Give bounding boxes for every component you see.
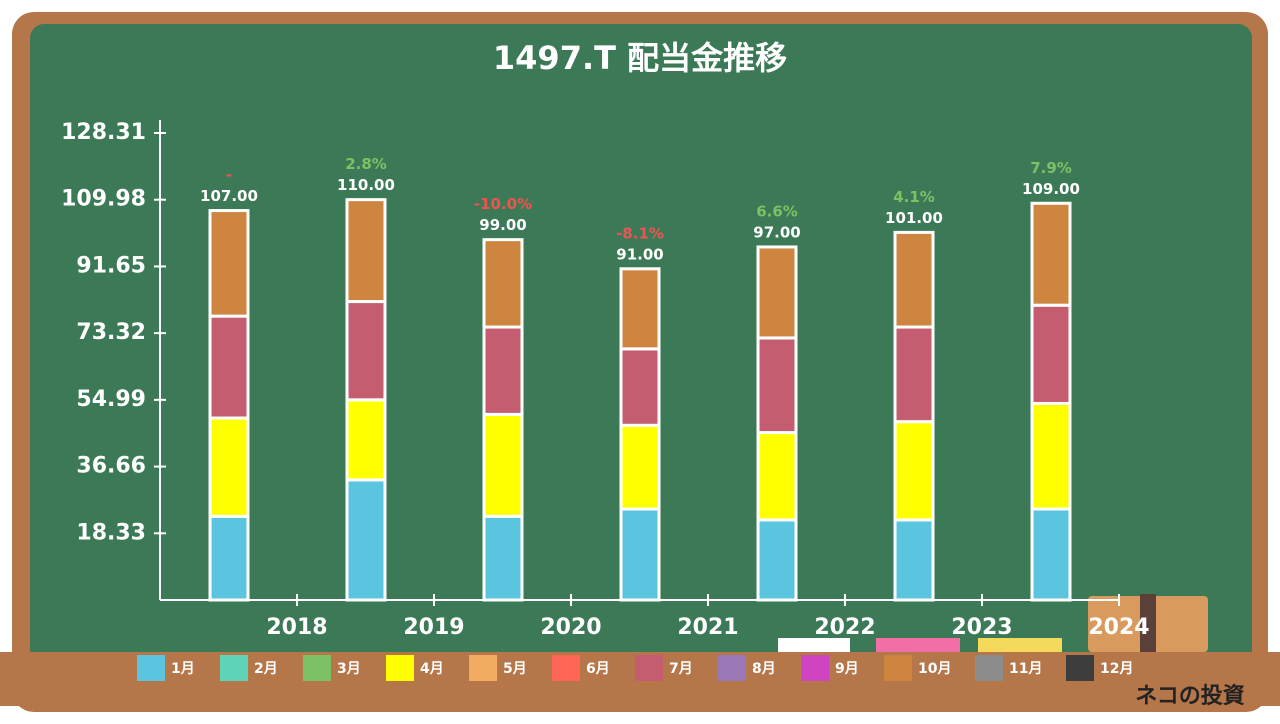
watermark: ネコの投資: [1135, 683, 1245, 709]
legend-label: 2月: [254, 661, 278, 677]
legend-label: 12月: [1100, 661, 1133, 677]
bar-segment: [208, 514, 250, 602]
bar-segment: [482, 238, 524, 329]
legend-label: 4月: [420, 661, 444, 677]
bar-segment: [1030, 507, 1072, 602]
bar-segment: [345, 398, 387, 482]
y-tick-label: 18.33: [76, 520, 146, 545]
bar-segment: [893, 230, 935, 329]
y-tick-label: 54.99: [76, 387, 146, 412]
growth-label: 6.6%: [756, 202, 798, 220]
x-tick-label: 2020: [540, 615, 601, 640]
bar-segment: [619, 267, 661, 351]
legend-label: 9月: [835, 661, 859, 677]
growth-label: -8.1%: [616, 224, 664, 242]
bar-segment: [482, 325, 524, 416]
chalk: [778, 638, 850, 654]
bar-segment: [619, 423, 661, 511]
legend-swatch: [884, 655, 912, 681]
bar-segment: [345, 198, 387, 304]
x-tick-label: 2019: [403, 615, 464, 640]
y-tick-label: 91.65: [76, 253, 146, 278]
y-tick-label: 128.31: [61, 120, 146, 145]
legend-swatch: [137, 655, 165, 681]
bar-segment: [893, 518, 935, 602]
growth-label: 7.9%: [1030, 159, 1072, 177]
total-label: 107.00: [200, 187, 258, 205]
legend-label: 3月: [337, 661, 361, 677]
bar-segment: [893, 325, 935, 424]
bar-segment: [1030, 401, 1072, 511]
chart-title: 1497.T 配当金推移: [493, 39, 787, 77]
bar-segment: [893, 420, 935, 522]
chalk: [978, 638, 1062, 654]
bar-segment: [208, 209, 250, 318]
bar-segment: [756, 431, 798, 522]
y-tick-label: 73.32: [76, 320, 146, 345]
bar-segment: [619, 507, 661, 602]
legend-label: 11月: [1009, 661, 1042, 677]
bar-segment: [345, 300, 387, 402]
eraser-band: [1140, 594, 1156, 654]
x-tick-label: 2024: [1088, 615, 1149, 640]
growth-label: 2.8%: [345, 155, 387, 173]
legend-swatch: [718, 655, 746, 681]
bar-segment: [482, 412, 524, 518]
legend-label: 6月: [586, 661, 610, 677]
legend-swatch: [469, 655, 497, 681]
y-tick-label: 109.98: [61, 187, 146, 212]
bar-segment: [345, 478, 387, 602]
total-label: 91.00: [616, 245, 663, 263]
legend-swatch: [801, 655, 829, 681]
x-tick-label: 2018: [266, 615, 327, 640]
total-label: 109.00: [1022, 180, 1080, 198]
bar-segment: [619, 347, 661, 427]
bar-segment: [208, 416, 250, 518]
growth-label: 4.1%: [893, 188, 935, 206]
total-label: 97.00: [753, 223, 800, 241]
x-tick-label: 2023: [951, 615, 1012, 640]
bar-segment: [756, 245, 798, 340]
bar-segment: [1030, 201, 1072, 307]
growth-label: -: [226, 166, 232, 184]
legend-label: 8月: [752, 661, 776, 677]
chalk: [876, 638, 960, 654]
bar-segment: [482, 514, 524, 602]
legend-swatch: [220, 655, 248, 681]
legend-label: 5月: [503, 661, 527, 677]
legend-swatch: [552, 655, 580, 681]
y-tick-label: 36.66: [76, 454, 146, 479]
legend-label: 10月: [918, 661, 951, 677]
bar-segment: [756, 336, 798, 435]
legend-swatch: [386, 655, 414, 681]
total-label: 99.00: [479, 216, 526, 234]
legend-swatch: [303, 655, 331, 681]
bar-segment: [208, 314, 250, 420]
x-tick-label: 2021: [677, 615, 738, 640]
x-tick-label: 2022: [814, 615, 875, 640]
total-label: 110.00: [337, 176, 395, 194]
total-label: 101.00: [885, 209, 943, 227]
bar-segment: [756, 518, 798, 602]
legend-label: 1月: [171, 661, 195, 677]
legend-label: 7月: [669, 661, 693, 677]
legend-swatch: [635, 655, 663, 681]
legend-swatch: [1066, 655, 1094, 681]
growth-label: -10.0%: [474, 195, 532, 213]
legend-swatch: [975, 655, 1003, 681]
bar-segment: [1030, 303, 1072, 405]
